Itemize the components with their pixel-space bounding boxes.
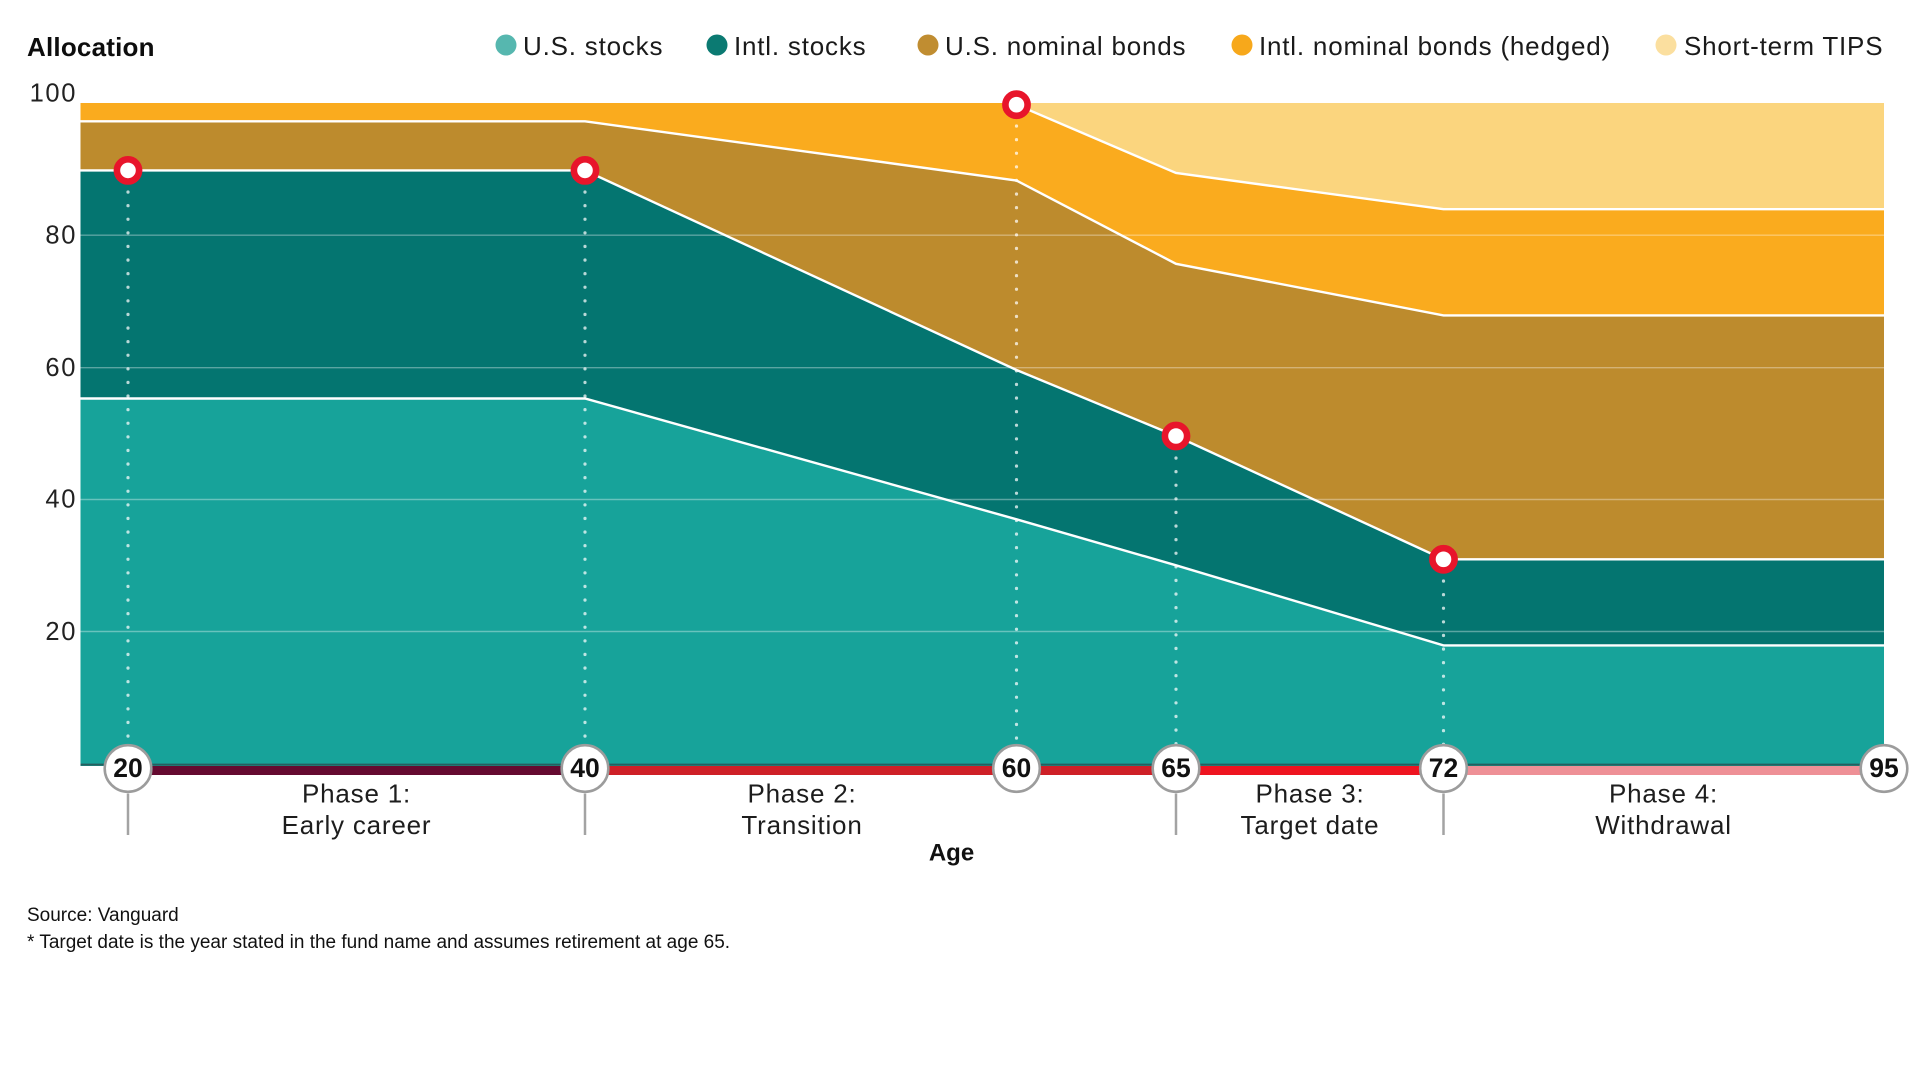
svg-text:Intl. stocks: Intl. stocks [734,31,866,61]
svg-text:40: 40 [570,753,599,783]
svg-text:U.S. nominal bonds: U.S. nominal bonds [945,31,1186,61]
svg-text:U.S. stocks: U.S. stocks [523,31,663,61]
svg-text:Phase 1:: Phase 1: [302,779,411,809]
svg-text:Phase 4:: Phase 4: [1609,779,1718,809]
svg-text:Phase 3:: Phase 3: [1255,779,1364,809]
svg-text:* Target date is the year stat: * Target date is the year stated in the … [27,932,730,953]
svg-text:Phase 2:: Phase 2: [747,779,856,809]
svg-text:Allocation: Allocation [27,32,155,62]
svg-text:Short-term TIPS: Short-term TIPS [1684,31,1883,61]
svg-text:40: 40 [45,486,77,514]
svg-text:95: 95 [1869,753,1898,783]
svg-text:20: 20 [45,618,77,646]
svg-text:Transition: Transition [741,810,862,840]
svg-text:80: 80 [45,222,77,250]
svg-text:Source: Vanguard: Source: Vanguard [27,905,179,926]
svg-text:Intl. nominal bonds (hedged): Intl. nominal bonds (hedged) [1259,31,1611,61]
svg-text:Target date: Target date [1241,810,1380,840]
svg-text:100: 100 [30,80,77,108]
svg-text:Age: Age [929,840,974,867]
svg-text:72: 72 [1429,753,1458,783]
svg-text:Withdrawal: Withdrawal [1595,810,1732,840]
svg-text:60: 60 [45,354,77,382]
svg-text:Early career: Early career [282,810,432,840]
svg-text:60: 60 [1002,753,1031,783]
svg-text:65: 65 [1161,753,1190,783]
svg-text:20: 20 [113,753,142,783]
